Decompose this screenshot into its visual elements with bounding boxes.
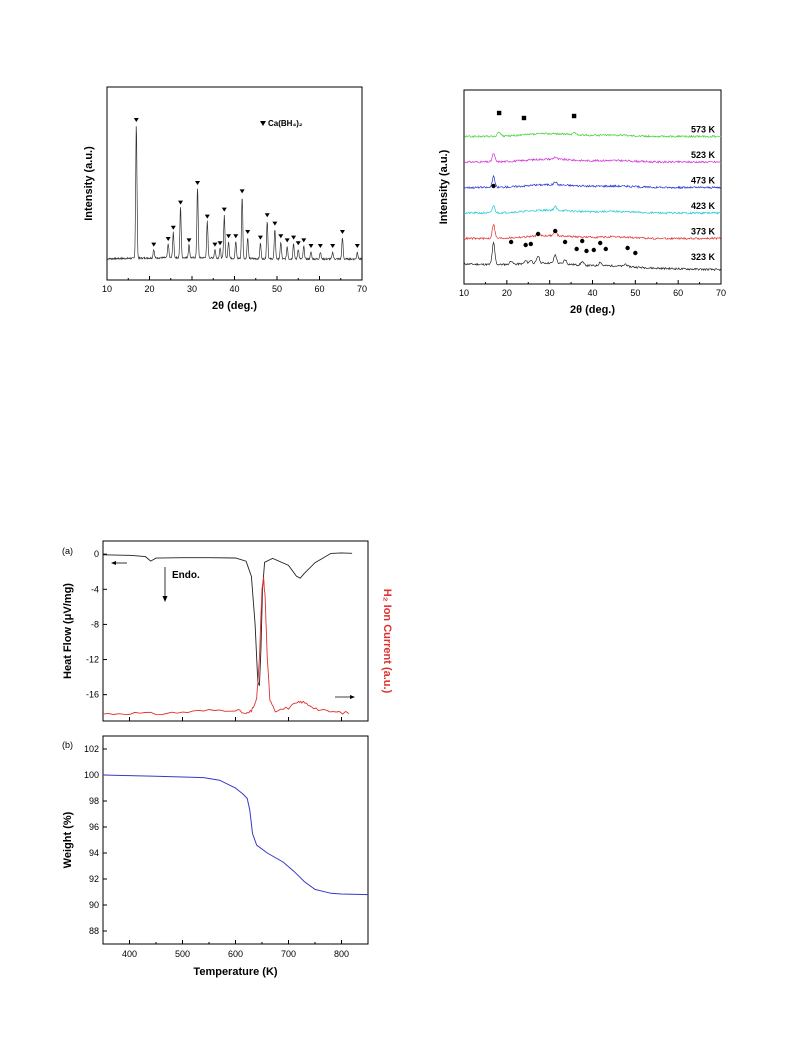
x-tick-label: 50 xyxy=(272,284,282,294)
peak-marker-triangle xyxy=(245,230,251,234)
xrd-pattern-line xyxy=(106,126,363,261)
peak-marker-triangle xyxy=(295,241,301,246)
peak-marker-triangle xyxy=(257,235,263,240)
peak-marker-triangle xyxy=(151,242,157,247)
peak-marker-triangle xyxy=(195,181,201,185)
y-axis-label: Intensity (a.u.) xyxy=(83,146,95,221)
peak-marker-triangle xyxy=(272,221,278,226)
x-tick-label: 60 xyxy=(314,284,324,294)
peak-marker-triangle xyxy=(133,118,139,122)
peak-marker-triangle xyxy=(204,214,210,219)
peak-marker-triangle xyxy=(178,200,184,205)
x-tick-label: 30 xyxy=(187,284,197,294)
peak-marker-triangle xyxy=(239,189,245,194)
x-tick-label: 10 xyxy=(102,284,112,294)
peak-marker-triangle xyxy=(233,234,239,239)
peak-marker-triangle xyxy=(264,213,270,218)
peak-marker-triangle xyxy=(317,244,323,248)
x-tick-label: 20 xyxy=(144,284,154,294)
peak-marker-triangle xyxy=(301,238,307,243)
x-axis-label: 2θ (deg.) xyxy=(212,300,257,312)
plot-frame xyxy=(106,86,363,281)
x-tick-label: 70 xyxy=(357,284,367,294)
peak-marker-triangle xyxy=(308,244,314,248)
peak-marker-triangle xyxy=(354,244,360,248)
peak-marker-triangle xyxy=(212,242,218,247)
legend-marker xyxy=(260,121,266,126)
peak-marker-triangle xyxy=(221,207,227,212)
peak-marker-triangle xyxy=(330,244,336,248)
peak-marker-triangle xyxy=(278,234,284,239)
x-tick-label: 40 xyxy=(229,284,239,294)
peak-marker-triangle xyxy=(226,234,232,239)
peak-marker-triangle xyxy=(284,238,290,243)
peak-marker-triangle xyxy=(165,237,171,241)
peak-marker-triangle xyxy=(217,241,223,246)
peak-marker-triangle xyxy=(339,230,345,234)
legend-label: Ca(BH₄)₂ xyxy=(268,119,303,128)
peak-marker-triangle xyxy=(291,235,297,240)
peak-marker-triangle xyxy=(186,238,192,243)
peak-marker-triangle xyxy=(170,225,176,230)
